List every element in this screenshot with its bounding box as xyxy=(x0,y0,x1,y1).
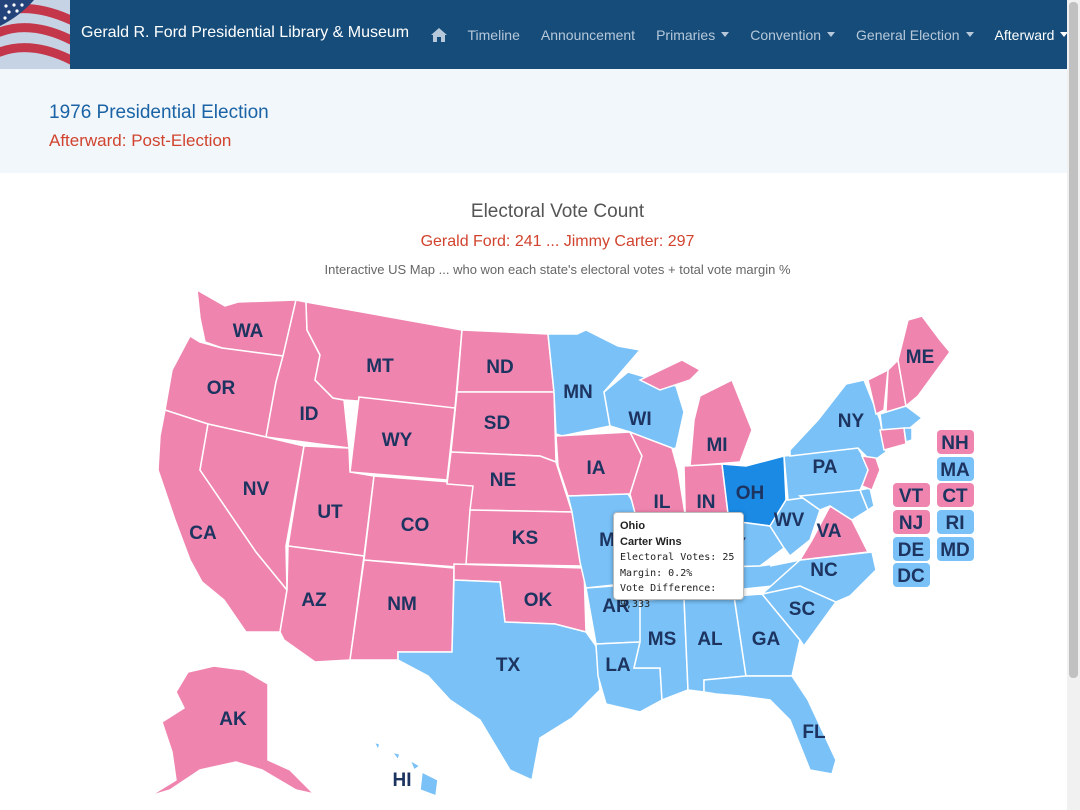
page-title: 1976 Presidential Election xyxy=(49,102,269,123)
nav-convention-dropdown[interactable]: Convention xyxy=(740,27,846,43)
main-nav: Timeline Announcement Primaries Conventi… xyxy=(420,0,1079,69)
nav-primaries-label: Primaries xyxy=(656,26,716,43)
chevron-down-icon xyxy=(1060,32,1069,37)
box-ct[interactable] xyxy=(937,483,974,507)
site-brand[interactable]: Gerald R. Ford Presidential Library & Mu… xyxy=(81,24,410,41)
state-fl[interactable] xyxy=(703,675,837,775)
scrollbar-thumb[interactable] xyxy=(1069,2,1078,678)
state-nj-mainland[interactable] xyxy=(860,455,881,491)
tooltip-state: Ohio xyxy=(620,520,646,532)
state-mt[interactable] xyxy=(305,301,463,409)
state-sd[interactable] xyxy=(450,391,557,464)
tooltip-difference: Vote Difference: 9,333 xyxy=(620,583,717,610)
state-ma-mainland[interactable] xyxy=(879,405,924,431)
state-co[interactable] xyxy=(363,475,477,569)
tooltip-winner: Carter Wins xyxy=(620,535,682,548)
box-md[interactable] xyxy=(937,537,974,561)
state-vt-mainland[interactable] xyxy=(867,368,889,416)
small-state-boxes xyxy=(893,430,974,587)
nav-general-election-label: General Election xyxy=(856,26,960,43)
state-wy[interactable] xyxy=(349,396,456,481)
tooltip-margin: Margin: 0.2% xyxy=(620,567,693,579)
box-vt[interactable] xyxy=(893,483,930,507)
state-tx[interactable] xyxy=(397,579,601,782)
nav-announcement[interactable]: Announcement xyxy=(530,27,645,43)
box-de[interactable] xyxy=(893,537,930,561)
nav-convention-label: Convention xyxy=(750,26,822,43)
home-icon xyxy=(430,27,447,42)
box-nj[interactable] xyxy=(893,510,930,534)
nav-timeline-label: Timeline xyxy=(467,26,520,43)
state-hi[interactable] xyxy=(372,740,439,798)
nav-announcement-label: Announcement xyxy=(540,26,636,43)
state-wi[interactable] xyxy=(603,371,685,457)
state-ak[interactable] xyxy=(149,665,317,797)
nav-afterward-label: Afterward xyxy=(994,26,1055,43)
state-nv[interactable] xyxy=(199,423,305,593)
box-dc[interactable] xyxy=(893,563,930,587)
state-ri-mainland[interactable] xyxy=(903,427,913,443)
state-nm[interactable] xyxy=(349,559,455,661)
box-nh[interactable] xyxy=(937,430,974,454)
home-nav-link[interactable] xyxy=(420,27,457,42)
label-hi: HI xyxy=(393,770,412,791)
state-ks[interactable] xyxy=(465,509,583,567)
state-nd[interactable] xyxy=(456,329,555,393)
state-ga[interactable] xyxy=(733,593,801,677)
scrollbar[interactable] xyxy=(1067,0,1080,810)
nav-general-election-dropdown[interactable]: General Election xyxy=(846,27,985,43)
page-header xyxy=(0,69,1067,173)
box-ma[interactable] xyxy=(937,457,974,481)
state-ia[interactable] xyxy=(555,431,643,497)
tooltip-votes: Electoral Votes: 25 xyxy=(620,552,735,563)
nav-afterward-dropdown[interactable]: Afterward xyxy=(984,27,1079,43)
top-navbar: Gerald R. Ford Presidential Library & Mu… xyxy=(0,0,1069,69)
chevron-down-icon xyxy=(721,32,730,37)
chevron-down-icon xyxy=(827,32,836,37)
chart-caption: Interactive US Map ... who won each stat… xyxy=(324,262,791,277)
chevron-down-icon xyxy=(965,32,974,37)
electoral-score: Gerald Ford: 241 ... Jimmy Carter: 297 xyxy=(420,233,695,250)
state-ct-mainland[interactable] xyxy=(879,427,907,451)
state-mi[interactable] xyxy=(638,359,753,467)
nav-primaries-dropdown[interactable]: Primaries xyxy=(646,27,740,43)
state-me[interactable] xyxy=(897,315,951,408)
page-subtitle: Afterward: Post-Election xyxy=(49,131,232,150)
nav-timeline[interactable]: Timeline xyxy=(457,27,530,43)
box-ri[interactable] xyxy=(937,510,974,534)
state-tooltip: Ohio Carter Wins Electoral Votes: 25 Mar… xyxy=(613,512,744,610)
chart-title: Electoral Vote Count xyxy=(470,201,645,222)
flag-logo[interactable] xyxy=(0,0,70,69)
